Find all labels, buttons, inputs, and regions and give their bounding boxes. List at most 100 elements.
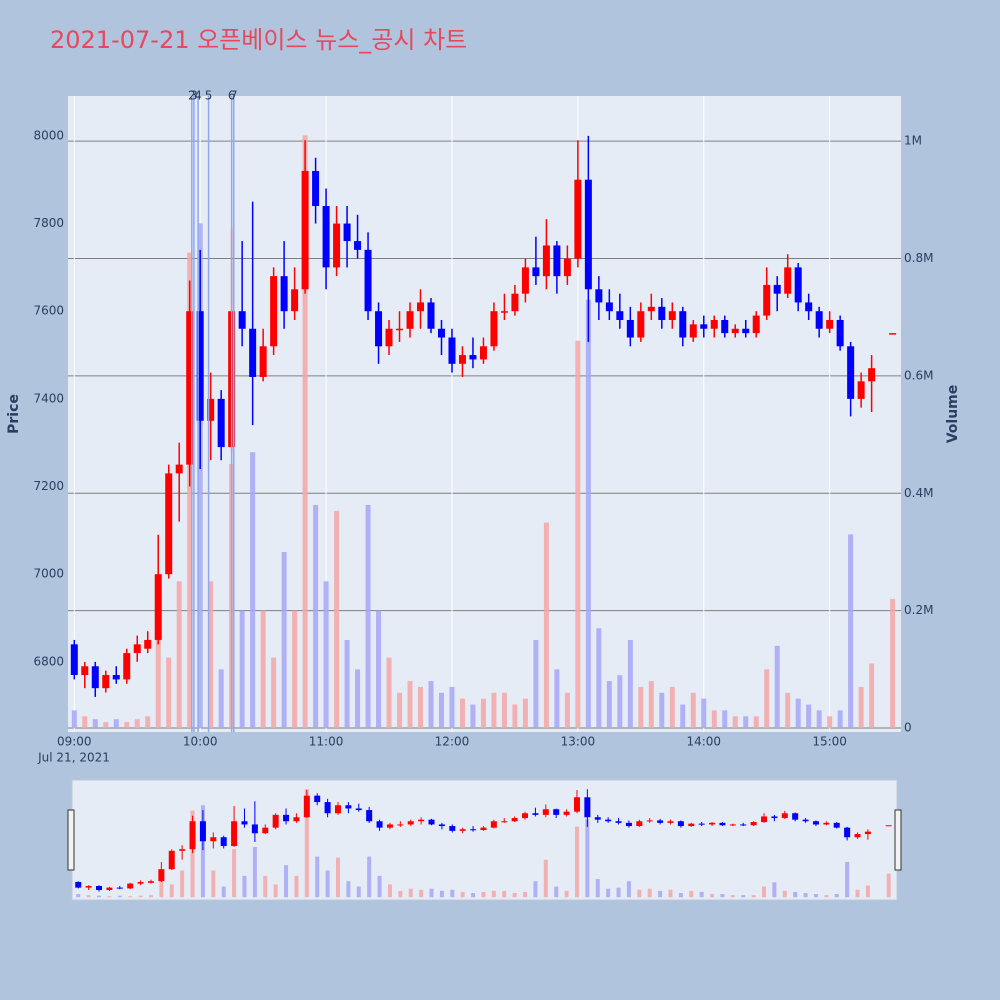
mini-volume-bar xyxy=(200,805,205,898)
x-tick-label: 15:00 xyxy=(812,735,847,749)
candle-body xyxy=(710,319,718,329)
candle-body xyxy=(521,267,529,294)
candle-body xyxy=(668,311,676,320)
annotation-text: 2 xyxy=(188,89,196,103)
candle-body xyxy=(448,337,456,364)
mini-candle-body xyxy=(324,802,331,814)
volume-bar xyxy=(585,299,591,729)
mini-volume-bar xyxy=(356,886,361,898)
mini-candle-body xyxy=(698,823,705,825)
candle-body xyxy=(479,346,487,360)
mini-volume-bar xyxy=(689,890,694,898)
mini-volume-bar xyxy=(128,896,133,898)
volume-bar xyxy=(596,628,602,729)
mini-volume-bar xyxy=(813,894,818,898)
mini-candle-body xyxy=(553,809,560,815)
candle-body xyxy=(280,276,288,312)
mini-candle-body xyxy=(542,809,549,815)
volume-bar xyxy=(459,698,465,729)
volume-bar xyxy=(470,704,476,729)
range-slider[interactable] xyxy=(71,779,898,901)
mini-volume-bar xyxy=(148,895,153,898)
mini-candle-body xyxy=(657,820,664,823)
mini-volume-bar xyxy=(346,881,351,898)
mini-volume-bar xyxy=(294,875,299,898)
volume-bar xyxy=(701,698,707,729)
slider-handle-right[interactable] xyxy=(894,809,902,871)
volume-bar xyxy=(827,716,833,729)
slider-handle-left[interactable] xyxy=(67,809,75,871)
volume-bar xyxy=(774,645,780,729)
candle-body xyxy=(721,319,729,334)
candle-body xyxy=(605,302,613,312)
candle-body xyxy=(91,666,99,689)
y-tick-label: 7600 xyxy=(33,304,64,318)
mini-candle-body xyxy=(231,821,238,847)
candle-body xyxy=(815,311,823,329)
volume-bar xyxy=(397,692,403,729)
candle-body xyxy=(469,355,477,360)
candle-body xyxy=(553,245,561,277)
volume-bar xyxy=(858,686,864,729)
mini-volume-bar xyxy=(564,890,569,898)
mini-volume-bar xyxy=(439,890,444,898)
mini-candle-body xyxy=(584,797,591,818)
volume-bar xyxy=(313,505,319,729)
volume-bar xyxy=(449,686,455,729)
mini-candle-body xyxy=(719,822,726,826)
volume-bar xyxy=(806,704,812,729)
candle-body xyxy=(417,302,425,312)
mini-volume-bar xyxy=(886,873,891,898)
volume-bar xyxy=(554,669,560,729)
mini-candle-body xyxy=(283,814,290,822)
mini-candle-body xyxy=(386,824,393,828)
volume-bar xyxy=(103,722,109,729)
mini-volume-bar xyxy=(450,889,455,898)
mini-candle-body xyxy=(376,821,383,828)
mini-volume-bar xyxy=(824,895,829,898)
candle-body xyxy=(375,311,383,347)
mini-candle-body xyxy=(480,827,487,831)
mini-volume-bar xyxy=(471,892,476,898)
volume-bar xyxy=(208,581,214,729)
mini-volume-bar xyxy=(845,861,850,898)
volume-bar xyxy=(753,716,759,729)
x-tick-label: 12:00 xyxy=(435,735,470,749)
candle-body xyxy=(868,368,876,382)
volume-bar xyxy=(323,581,329,729)
candle-body xyxy=(511,293,519,312)
mini-candle-body xyxy=(470,829,477,831)
x-tick-label: 10:00 xyxy=(183,735,218,749)
mini-volume-bar xyxy=(252,846,257,898)
volume-bar xyxy=(575,340,581,729)
mini-candle-body xyxy=(314,795,321,803)
mini-volume-bar xyxy=(772,882,777,898)
mini-candle-body xyxy=(210,837,217,842)
annotation-text: 6 xyxy=(228,89,236,103)
volume-bar xyxy=(543,522,549,729)
mini-volume-bar xyxy=(398,890,403,898)
volume-bar xyxy=(386,657,392,729)
mini-volume-bar xyxy=(585,819,590,898)
volume-bar xyxy=(292,610,298,729)
candle-body xyxy=(301,170,309,290)
candle-body xyxy=(364,249,372,312)
mini-candle-body xyxy=(605,819,612,822)
volume-bar xyxy=(134,719,140,729)
candle-body xyxy=(637,311,645,338)
mini-volume-bar xyxy=(232,849,237,898)
mini-candle-body xyxy=(334,805,341,814)
candle-body xyxy=(700,324,708,329)
annotation-text: 5 xyxy=(205,89,213,103)
mini-candle-body xyxy=(823,822,830,825)
mini-candle-body xyxy=(127,883,134,889)
mini-volume-bar xyxy=(325,870,330,898)
mini-volume-bar xyxy=(762,886,767,898)
mini-candle-body xyxy=(792,813,799,820)
mini-volume-bar xyxy=(678,892,683,898)
volume-bar xyxy=(501,692,507,729)
candle-body xyxy=(626,319,634,338)
volume-bar xyxy=(355,669,361,729)
mini-candle-body xyxy=(407,821,414,825)
candle-body xyxy=(123,653,131,680)
